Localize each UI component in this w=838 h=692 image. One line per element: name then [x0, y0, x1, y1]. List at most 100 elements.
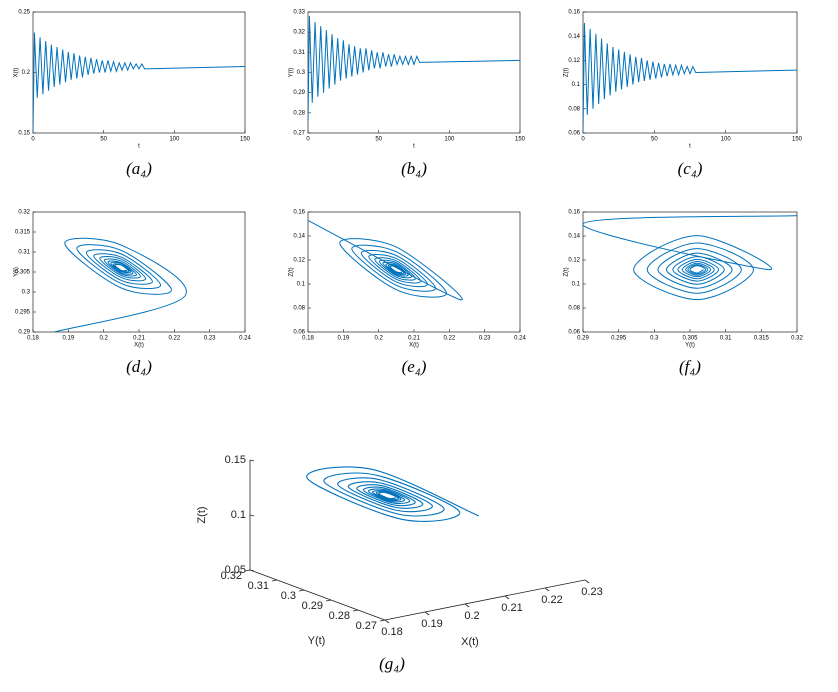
x-tick-label: 0.23: [479, 336, 491, 342]
z-axis-label: Z(t): [196, 506, 208, 523]
plot-frame: [307, 211, 521, 333]
x-tick-label: 0.31: [720, 336, 732, 342]
x-axis: [384, 579, 586, 621]
x-tick-label: 0.315: [754, 336, 770, 342]
y-tick: [379, 619, 386, 622]
y-tick-label: 0.15: [18, 131, 30, 137]
y-tick-label: 0.31: [18, 250, 30, 256]
y-axis-label: Z(t): [564, 267, 570, 276]
x-tick: [464, 603, 470, 608]
x-axis-label: t: [413, 144, 415, 150]
y-tick-label: 0.12: [568, 58, 580, 64]
curve: [583, 22, 797, 133]
x-tick-label: 50: [100, 137, 107, 143]
y-tick: [352, 609, 359, 612]
plot-frame: [32, 211, 246, 333]
curve: [54, 237, 187, 332]
panel: 0 50 100 150 0.06 0.08 0.1 0.12 0.14 0.16 t Z(t) (c₄…: [564, 10, 803, 178]
y-tick-label: 0.14: [568, 34, 580, 40]
y-tick-label: 0.27: [356, 620, 377, 632]
x-tick-label: 0.305: [682, 336, 698, 342]
x-tick: [544, 587, 550, 592]
y-tick-label: 0.1: [572, 82, 581, 88]
curve: [308, 219, 463, 301]
x-tick-label: 0.22: [168, 336, 180, 342]
z-tick-label: 0.1: [231, 509, 246, 521]
x-tick-label: 150: [515, 137, 526, 143]
y-tick-label: 0.3: [281, 590, 296, 602]
y-tick-label: 0.305: [15, 270, 31, 276]
y-tick-label: 0.08: [293, 306, 305, 312]
y-axis-label: Y(t): [308, 635, 326, 647]
caption: (d₄): [126, 357, 152, 376]
x-tick-label: 0.18: [302, 336, 314, 342]
x-tick: [424, 611, 430, 616]
caption: (a₄): [126, 159, 152, 178]
y-tick-label: 0.31: [293, 50, 305, 56]
y-tick-label: 0.14: [568, 234, 580, 240]
y-tick-label: 0.32: [221, 570, 242, 582]
y-tick-label: 0.16: [568, 210, 580, 216]
y-axis-label: Y(t): [289, 68, 295, 78]
y-tick-label: 0.31: [248, 580, 269, 592]
y-axis-label: Z(t): [289, 267, 295, 276]
y-tick-label: 0.06: [568, 131, 580, 137]
y-tick-label: 0.315: [15, 230, 31, 236]
x-tick-label: 0.29: [577, 336, 589, 342]
panel-3d: 0.18 0.19 0.2 0.21 0.22 0.23 0.27 0.28 0.29 0.3 0.…: [196, 454, 603, 673]
y-tick-label: 0.28: [329, 610, 350, 622]
y-tick-label: 0.1: [297, 282, 306, 288]
x-axis-label: t: [138, 144, 140, 150]
x-tick: [584, 579, 590, 584]
x-tick-label: 0.2: [374, 336, 383, 342]
x-tick-label: 150: [240, 137, 251, 143]
x-tick-label: 0.24: [514, 336, 526, 342]
x-tick-label: 0.21: [133, 336, 145, 342]
y-tick-label: 0.08: [568, 106, 580, 112]
y-tick-label: 0.08: [568, 306, 580, 312]
panel: 0.18 0.19 0.2 0.21 0.22 0.23 0.24 0.06 0.08 0.1 0.…: [289, 210, 527, 376]
x-tick-label: 0.21: [408, 336, 420, 342]
x-axis-label: X(t): [409, 343, 419, 349]
y-tick-label: 0.2: [22, 70, 31, 76]
x-tick-label: 100: [721, 137, 732, 143]
curve: [308, 16, 520, 123]
x-tick-label: 0.3: [650, 336, 659, 342]
x-tick-label: 0: [581, 137, 585, 143]
x-tick-label: 0.23: [581, 586, 602, 598]
y-axis: [249, 569, 386, 621]
curve: [33, 32, 245, 133]
x-tick-label: 0.18: [381, 626, 402, 638]
plot-frame: [307, 11, 521, 134]
y-tick-label: 0.1: [572, 282, 581, 288]
x-tick-label: 0.19: [337, 336, 349, 342]
y-tick-label: 0.32: [293, 30, 305, 36]
x-tick-label: 0: [306, 137, 310, 143]
y-axis-label: X(t): [14, 68, 20, 78]
z-tick: [249, 569, 255, 572]
x-tick-label: 0.21: [501, 602, 522, 614]
z-tick-label: 0.05: [225, 564, 246, 576]
plot-frame: [32, 11, 246, 134]
y-tick-label: 0.295: [15, 310, 31, 316]
y-tick: [271, 579, 278, 582]
x-axis-label: X(t): [461, 636, 479, 648]
x-tick-label: 0.295: [611, 336, 627, 342]
x-tick-label: 0.32: [791, 336, 803, 342]
x-tick-label: 0.2: [99, 336, 108, 342]
y-tick-label: 0.29: [293, 90, 305, 96]
x-tick-label: 0.19: [421, 618, 442, 630]
caption: (b₄): [401, 159, 427, 178]
x-tick-label: 100: [169, 137, 180, 143]
y-tick: [298, 589, 305, 592]
y-tick-label: 0.06: [293, 330, 305, 336]
x-tick-label: 0.23: [204, 336, 216, 342]
panel: 0 50 100 150 0.15 0.2 0.25 t X(t) (a₄): [14, 10, 251, 178]
x-tick-label: 0.18: [27, 336, 39, 342]
y-tick-label: 0.12: [293, 258, 305, 264]
x-tick-label: 50: [375, 137, 382, 143]
y-tick-label: 0.16: [568, 10, 580, 16]
y-axis-label: Y(t): [14, 267, 20, 277]
y-tick-label: 0.3: [22, 290, 31, 296]
